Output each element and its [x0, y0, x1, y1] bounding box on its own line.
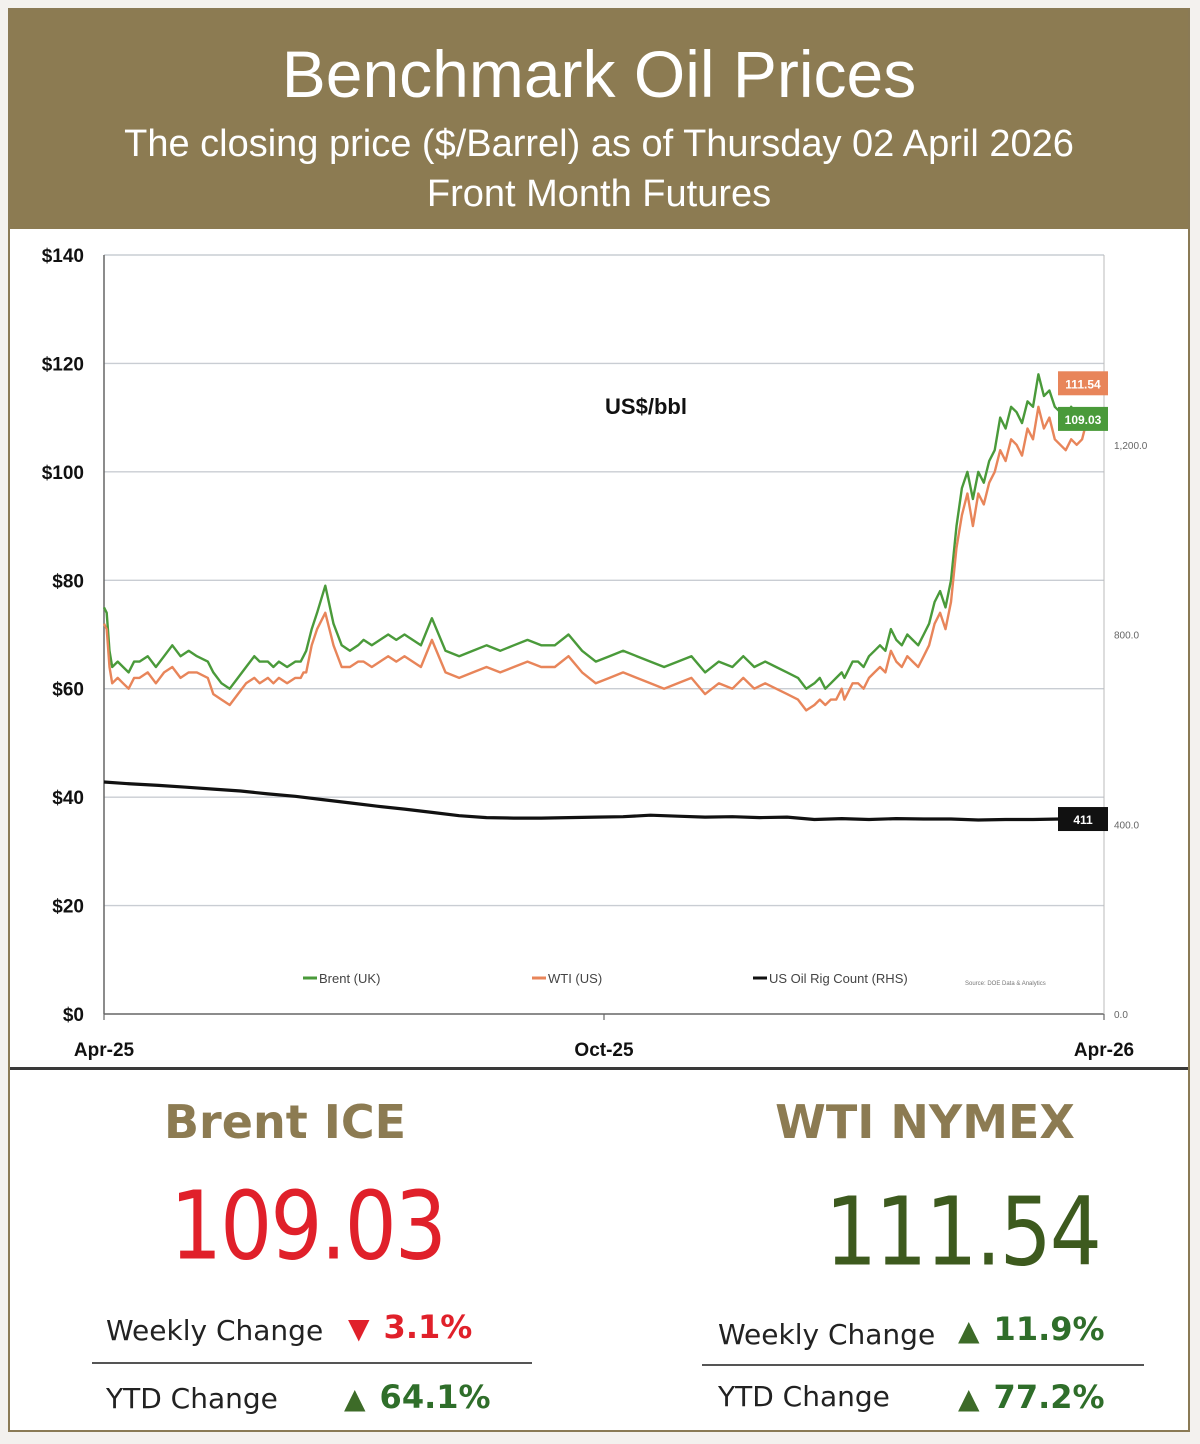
y-tick-label: $0	[63, 1005, 84, 1026]
y-tick-label: $140	[42, 246, 84, 267]
series-line	[102, 405, 1104, 712]
page-subtitle: The closing price ($/Barrel) as of Thurs…	[124, 123, 1074, 165]
unit-label: US$/bbl	[605, 394, 687, 419]
legend-label: US Oil Rig Count (RHS)	[769, 971, 908, 986]
wti-price: 111.54	[825, 1178, 1102, 1288]
source-note: Source: DOE Data & Analytics	[965, 981, 1046, 987]
end-value-badge	[1058, 406, 1108, 431]
section-divider	[10, 1067, 1188, 1070]
brent-ytd-label: YTD Change	[106, 1382, 278, 1415]
y-tick-label: $120	[42, 354, 84, 375]
up-arrow-icon: ▲	[344, 1382, 366, 1415]
series-line	[102, 373, 1105, 690]
page-subtitle-2: Front Month Futures	[426, 173, 772, 215]
series-line	[103, 780, 1104, 822]
up-arrow-icon: ▲	[958, 1382, 980, 1415]
wti-weekly-value: 11.9%	[993, 1310, 1105, 1348]
rhs-tick-label: 400.0	[1114, 820, 1139, 831]
end-value-label: 109.03	[1065, 413, 1102, 427]
brent-weekly-label: Weekly Change	[106, 1314, 324, 1347]
brent-weekly-value: 3.1%	[383, 1308, 473, 1346]
header-banner: Benchmark Oil Prices The closing price (…	[10, 10, 1188, 229]
wti-name: WTI NYMEX	[775, 1095, 1075, 1149]
x-tick-label: Apr-26	[1074, 1040, 1134, 1061]
price-chart: $0 $20 $40 $60 $80 $100 $120 $140 0.0 400.0 800.0 1…	[42, 246, 1148, 1061]
wti-ytd-value: 77.2%	[993, 1378, 1105, 1416]
brent-price: 109.03	[170, 1172, 447, 1282]
y-tick-label: $40	[52, 788, 84, 809]
y-tick-label: $20	[52, 897, 84, 918]
rhs-tick-label: 800.0	[1114, 631, 1139, 642]
end-value-label: 111.54	[1065, 377, 1101, 391]
brent-rule	[92, 1362, 532, 1364]
wti-weekly-change: ▲ 11.9%	[958, 1310, 1105, 1348]
x-tick-label: Oct-25	[574, 1040, 634, 1061]
end-value-badge	[1058, 807, 1108, 832]
rhs-tick-label: 1,200.0	[1114, 441, 1148, 452]
legend-label: Brent (UK)	[319, 971, 380, 986]
wti-ytd-label: YTD Change	[718, 1380, 890, 1413]
legend-label: WTI (US)	[548, 971, 602, 986]
wti-ytd-change: ▲ 77.2%	[958, 1378, 1105, 1416]
y-tick-label: $80	[52, 571, 84, 592]
end-value-label: 411	[1073, 813, 1093, 827]
y-tick-label: $60	[52, 680, 84, 701]
up-arrow-icon: ▲	[958, 1314, 980, 1347]
brent-weekly-change: ▼ 3.1%	[348, 1308, 472, 1346]
brent-name: Brent ICE	[164, 1095, 406, 1149]
rhs-tick-label: 0.0	[1114, 1010, 1128, 1021]
page-title: Benchmark Oil Prices	[281, 37, 917, 111]
y-tick-label: $100	[42, 463, 84, 484]
brent-ytd-value: 64.1%	[379, 1378, 491, 1416]
x-tick-label: Apr-25	[74, 1040, 135, 1061]
wti-rule	[702, 1364, 1144, 1366]
wti-weekly-label: Weekly Change	[718, 1318, 936, 1351]
down-arrow-icon: ▼	[348, 1312, 370, 1345]
infographic-frame: Benchmark Oil Prices The closing price (…	[8, 8, 1190, 1432]
end-value-badge	[1058, 371, 1108, 396]
brent-ytd-change: ▲ 64.1%	[344, 1378, 491, 1416]
